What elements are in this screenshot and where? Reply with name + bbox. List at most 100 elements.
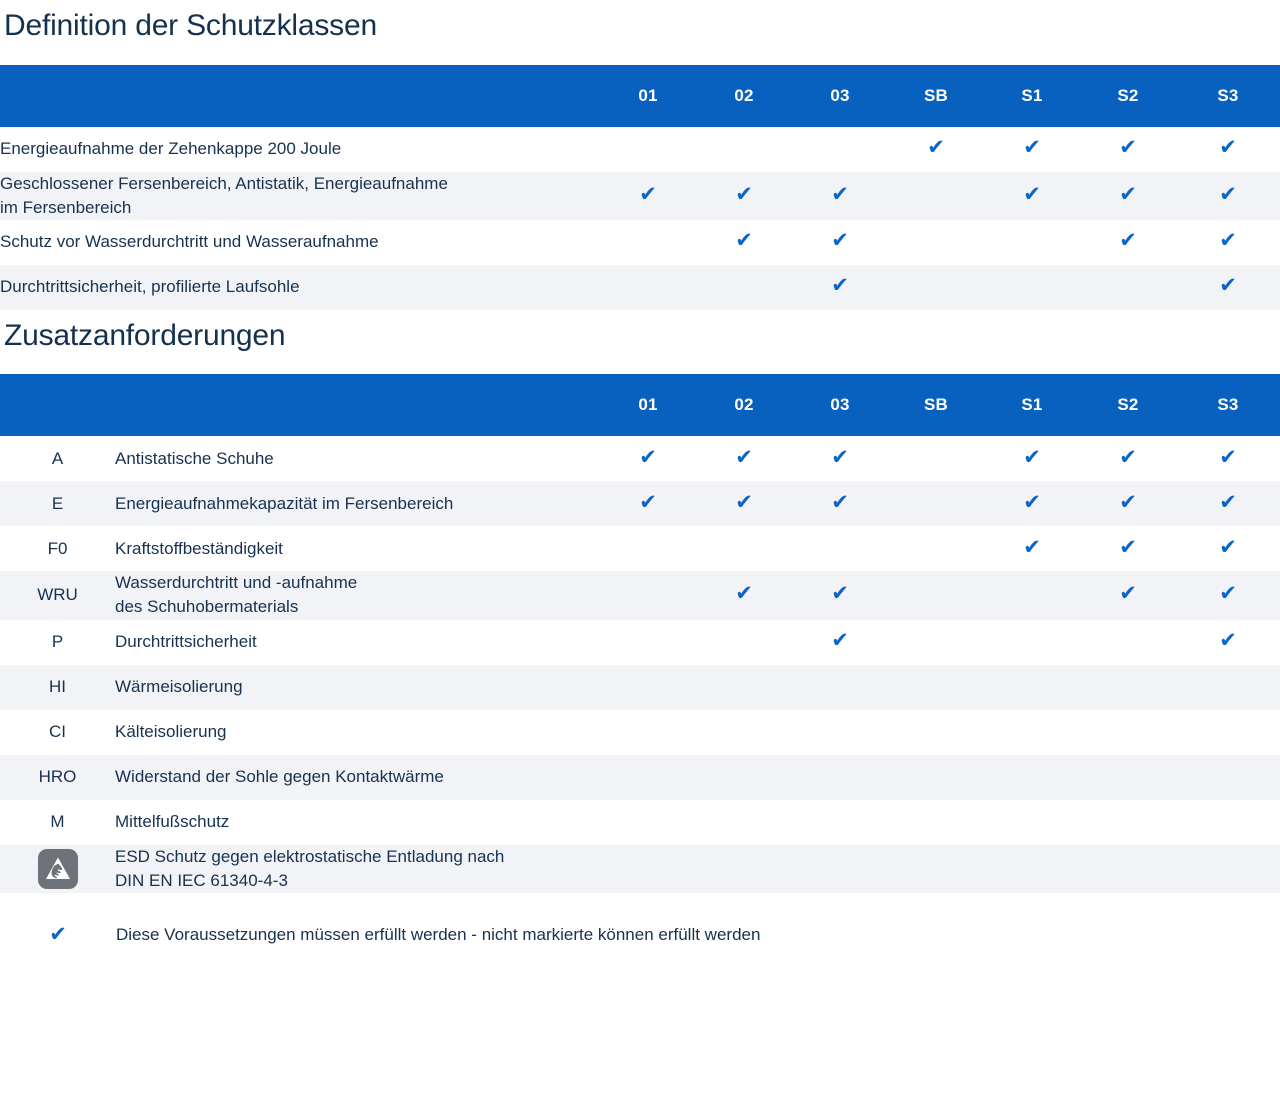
- cell-s2: ✔: [1080, 710, 1176, 755]
- cell-02: ✔: [696, 571, 792, 619]
- cell-s1: ✔: [984, 526, 1080, 571]
- row-code: HRO: [38, 766, 77, 786]
- check-icon: ✔: [831, 627, 849, 652]
- cell-01: ✔: [600, 845, 696, 893]
- cell-01: ✔: [600, 436, 696, 481]
- cell-s1: ✔: [984, 665, 1080, 710]
- check-icon: ✔: [1219, 489, 1237, 514]
- row-description-line1: ESD Schutz gegen elektrostatische Entlad…: [115, 846, 505, 866]
- row-code: A: [51, 448, 64, 468]
- row-description: Antistatische Schuhe: [115, 448, 274, 468]
- row-label: Schutz vor Wasserdurchtritt und Wasserau…: [0, 232, 379, 252]
- row-description-line2: DIN EN IEC 61340-4-3: [115, 870, 288, 890]
- header-cell-s2: S2: [1117, 395, 1139, 415]
- header-cell-sb: SB: [923, 395, 949, 415]
- check-icon: ✔: [831, 489, 849, 514]
- cell-s2: ✔: [1080, 665, 1176, 710]
- row-label: Geschlossener Fersenbereich, Antistatik,…: [0, 172, 600, 220]
- cell-sb: ✔: [888, 265, 984, 310]
- check-icon: ✔: [927, 134, 945, 159]
- table-row: F0 Kraftstoffbeständigkeit ✔ ✔ ✔ ✔ ✔ ✔ ✔: [0, 526, 1280, 572]
- cell-s2: ✔: [1080, 526, 1176, 571]
- section2-title: Zusatzanforderungen: [4, 318, 286, 352]
- cell-01: ✔: [600, 526, 696, 571]
- cell-02: ✔: [696, 710, 792, 755]
- check-icon: ✔: [1119, 581, 1137, 606]
- row-description: Widerstand der Sohle gegen Kontaktwärme: [115, 766, 444, 786]
- cell-sb: ✔: [888, 172, 984, 220]
- check-icon: ✔: [735, 581, 753, 606]
- table-row: Geschlossener Fersenbereich, Antistatik,…: [0, 171, 1280, 220]
- cell-sb: ✔: [888, 571, 984, 619]
- row-description: Durchtrittsicherheit: [115, 631, 257, 651]
- cell-03: ✔: [792, 620, 888, 665]
- check-icon: ✔: [1119, 228, 1137, 253]
- cell-01: ✔: [600, 571, 696, 619]
- row-description: ESD Schutz gegen elektrostatische Entlad…: [115, 845, 600, 893]
- cell-02: ✔: [696, 526, 792, 571]
- cell-sb: ✔: [888, 620, 984, 665]
- row-description: Mittelfußschutz: [115, 811, 230, 831]
- cell-sb: ✔: [888, 800, 984, 845]
- check-icon: ✔: [1119, 444, 1137, 469]
- cell-03: ✔: [792, 127, 888, 172]
- cell-03: ✔: [792, 436, 888, 481]
- check-icon: ✔: [1219, 444, 1237, 469]
- row-code-esd: [0, 845, 115, 893]
- cell-s3: ✔: [1176, 571, 1280, 619]
- row-label: Durchtrittsicherheit, profilierte Laufso…: [0, 277, 300, 297]
- cell-sb: ✔: [888, 845, 984, 893]
- cell-02: ✔: [696, 800, 792, 845]
- header-cell-s3: S3: [1217, 395, 1239, 415]
- cell-s1: ✔: [984, 265, 1080, 310]
- header-cell-description: [115, 374, 600, 436]
- check-icon: ✔: [1219, 534, 1237, 559]
- cell-sb: ✔: [888, 755, 984, 800]
- cell-s3: ✔: [1176, 172, 1280, 220]
- header-cell-s1: S1: [1021, 395, 1043, 415]
- header-cell-01: 01: [638, 85, 658, 105]
- cell-s3: ✔: [1176, 665, 1280, 710]
- schutzklassen-table-body: Energieaufnahme der Zehenkappe 200 Joule…: [0, 126, 1280, 310]
- cell-01: ✔: [600, 265, 696, 310]
- cell-s1: ✔: [984, 620, 1080, 665]
- check-icon: ✔: [1119, 134, 1137, 159]
- cell-sb: ✔: [888, 220, 984, 265]
- table-row: HRO Widerstand der Sohle gegen Kontaktwä…: [0, 754, 1280, 800]
- cell-01: ✔: [600, 127, 696, 172]
- schutzklassen-page: Definition der Schutzklassen 01 02 03 SB…: [0, 9, 1280, 945]
- cell-01: ✔: [600, 755, 696, 800]
- check-icon: ✔: [831, 228, 849, 253]
- cell-s1: ✔: [984, 845, 1080, 893]
- check-icon: ✔: [1023, 134, 1041, 159]
- header-cell-s2: S2: [1117, 85, 1139, 105]
- cell-s1: ✔: [984, 127, 1080, 172]
- check-icon: ✔: [735, 228, 753, 253]
- cell-s3: ✔: [1176, 526, 1280, 571]
- row-code: F0: [47, 538, 68, 558]
- row-description: Kraftstoffbeständigkeit: [115, 538, 283, 558]
- table-row: HI Wärmeisolierung ✔ ✔ ✔ ✔ ✔ ✔ ✔: [0, 664, 1280, 710]
- cell-02: ✔: [696, 127, 792, 172]
- row-code: WRU: [37, 585, 78, 605]
- check-icon: ✔: [831, 444, 849, 469]
- check-icon: ✔: [1119, 534, 1137, 559]
- cell-sb: ✔: [888, 481, 984, 526]
- cell-01: ✔: [600, 220, 696, 265]
- cell-s2: ✔: [1080, 220, 1176, 265]
- cell-s3: ✔: [1176, 220, 1280, 265]
- cell-01: ✔: [600, 710, 696, 755]
- table-row: Energieaufnahme der Zehenkappe 200 Joule…: [0, 126, 1280, 172]
- header-cell-s1: S1: [1021, 85, 1043, 105]
- header-cell-01: 01: [638, 395, 658, 415]
- row-description-line1: Wasserdurchtritt und -aufnahme: [115, 573, 358, 593]
- cell-s3: ✔: [1176, 710, 1280, 755]
- check-icon: ✔: [1023, 444, 1041, 469]
- cell-s2: ✔: [1080, 436, 1176, 481]
- cell-s1: ✔: [984, 220, 1080, 265]
- cell-s2: ✔: [1080, 481, 1176, 526]
- cell-03: ✔: [792, 800, 888, 845]
- cell-01: ✔: [600, 481, 696, 526]
- legend-text: Diese Voraussetzungen müssen erfüllt wer…: [116, 924, 761, 944]
- check-icon: ✔: [1219, 273, 1237, 298]
